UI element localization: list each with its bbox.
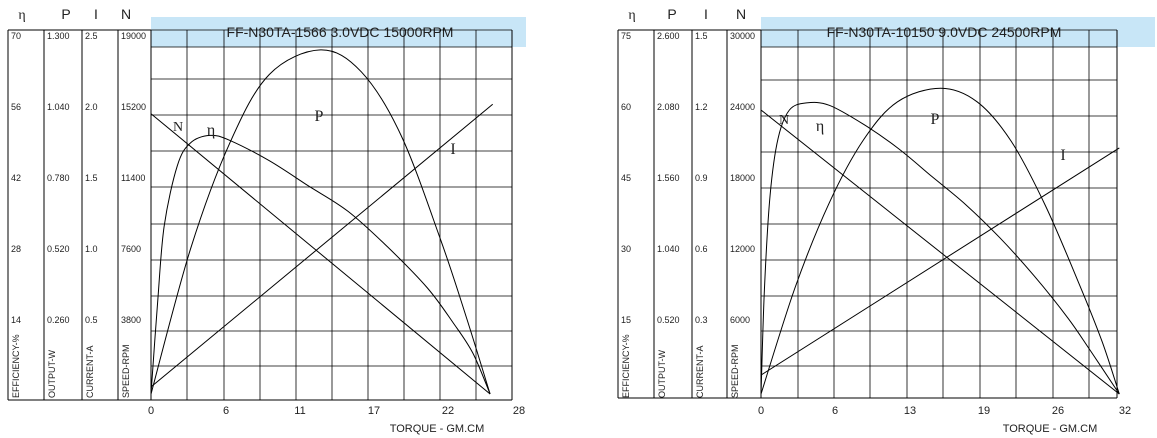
x-tick-label: 22 (442, 405, 454, 417)
chart-title: FF-N30TA-1566 3.0VDC 15000RPM (227, 24, 454, 40)
scale-tick-label: 1.040 (657, 244, 680, 254)
header-symbol-p: P (667, 6, 676, 22)
scale-tick-label: 0.520 (657, 315, 680, 325)
header-symbol-i: I (704, 6, 708, 22)
x-tick-label: 11 (294, 405, 305, 417)
scale-tick-label: 1.2 (695, 102, 708, 112)
series-output-curve (150, 49, 491, 395)
x-tick-label: 26 (1052, 405, 1064, 417)
scale-tick-label: 0.9 (695, 173, 708, 183)
series-output-label: P (315, 108, 324, 125)
scale-tick-label: 30 (621, 244, 631, 254)
scale-tick-label: 18000 (730, 173, 755, 183)
series-current-curve (150, 103, 494, 388)
axis-name-current: CURRENT-A (85, 345, 95, 398)
series-current-label: I (1060, 147, 1065, 164)
axis-name-efficiency: EFFICIENCY-% (11, 334, 21, 398)
scale-tick-label: 24000 (730, 102, 755, 112)
scale-tick-label: 2.5 (85, 31, 98, 41)
scale-tick-label: 2.080 (657, 102, 680, 112)
scale-tick-label: 15200 (121, 102, 146, 112)
scale-tick-label: 1.040 (47, 102, 70, 112)
scale-tick-label: 70 (11, 31, 21, 41)
scale-tick-label: 7600 (121, 244, 141, 254)
x-tick-label: 17 (368, 405, 380, 417)
header-symbol-eta: η (628, 8, 635, 23)
scale-tick-label: 0.5 (85, 315, 98, 325)
axis-name-output: OUTPUT-W (47, 350, 57, 398)
series-current-label: I (450, 141, 455, 158)
x-tick-label: 6 (832, 405, 838, 417)
header-symbol-p: P (61, 6, 70, 22)
scale-tick-label: 45 (621, 173, 631, 183)
scale-tick-label: 28 (11, 244, 21, 254)
header-symbol-n: N (121, 6, 131, 22)
scale-tick-label: 30000 (730, 31, 755, 41)
x-tick-label: 6 (223, 405, 229, 417)
axis-name-speed: SPEED-RPM (121, 344, 131, 398)
scale-tick-label: 1.560 (657, 173, 680, 183)
scale-tick-label: 0.260 (47, 315, 70, 325)
x-tick-label: 0 (148, 405, 154, 417)
x-tick-label: 28 (513, 405, 525, 417)
series-speed-curve (760, 109, 1120, 395)
chart-panel-1: η P I N FF-N30TA-1566 3.0VDC 15000RPM 14 28 42 5… (7, 6, 526, 435)
scale-tick-label: 3800 (121, 315, 141, 325)
series-speed-label: N (173, 120, 183, 135)
axis-name-current: CURRENT-A (695, 345, 705, 398)
scale-tick-label: 0.3 (695, 315, 708, 325)
scale-tick-label: 60 (621, 102, 631, 112)
scale-tick-label: 0.6 (695, 244, 708, 254)
scale-tick-label: 56 (11, 102, 21, 112)
scale-tick-label: 1.5 (695, 31, 708, 41)
chart-panel-2: η P I N FF-N30TA-10150 9.0VDC 24500RPM 15 30 45… (617, 6, 1155, 435)
scale-tick-label: 12000 (730, 244, 755, 254)
axis-name-speed: SPEED-RPM (730, 344, 740, 398)
series-efficiency-label: η (207, 122, 215, 139)
scale-tick-label: 0.520 (47, 244, 70, 254)
scale-tick-label: 11400 (121, 173, 145, 183)
header-symbol-eta: η (18, 8, 25, 23)
series-current-curve (760, 147, 1120, 376)
scale-tick-label: 15 (621, 315, 631, 325)
series-efficiency-label: η (816, 118, 824, 135)
chart-title: FF-N30TA-10150 9.0VDC 24500RPM (827, 24, 1062, 40)
x-tick-label: 32 (1119, 405, 1131, 417)
scale-tick-label: 2.600 (657, 31, 680, 41)
scale-tick-label: 1.300 (47, 31, 70, 41)
series-efficiency-curve (150, 134, 491, 395)
x-axis-label: TORQUE - GM.CM (1003, 423, 1098, 435)
x-tick-label: 19 (978, 405, 990, 417)
scale-tick-label: 1.0 (85, 244, 98, 254)
axis-name-output: OUTPUT-W (657, 350, 667, 398)
scale-tick-label: 14 (11, 315, 21, 325)
series-output-label: P (931, 111, 940, 128)
series-output-curve (760, 87, 1120, 395)
title-box (151, 17, 526, 47)
scale-tick-label: 2.0 (85, 102, 98, 112)
axis-name-efficiency: EFFICIENCY-% (621, 334, 631, 398)
scale-tick-label: 19000 (121, 31, 146, 41)
series-speed-curve (150, 113, 491, 395)
scale-tick-label: 42 (11, 173, 21, 183)
header-symbol-i: I (94, 6, 98, 22)
x-tick-label: 13 (904, 405, 916, 417)
scale-tick-label: 6000 (730, 315, 750, 325)
header-symbol-n: N (736, 6, 746, 22)
x-tick-label: 0 (758, 405, 764, 417)
x-axis-label: TORQUE - GM.CM (390, 423, 485, 435)
scale-tick-label: 75 (621, 31, 631, 41)
series-efficiency-curve (760, 101, 1120, 395)
scale-tick-label: 1.5 (85, 173, 98, 183)
scale-tick-label: 0.780 (47, 173, 70, 183)
